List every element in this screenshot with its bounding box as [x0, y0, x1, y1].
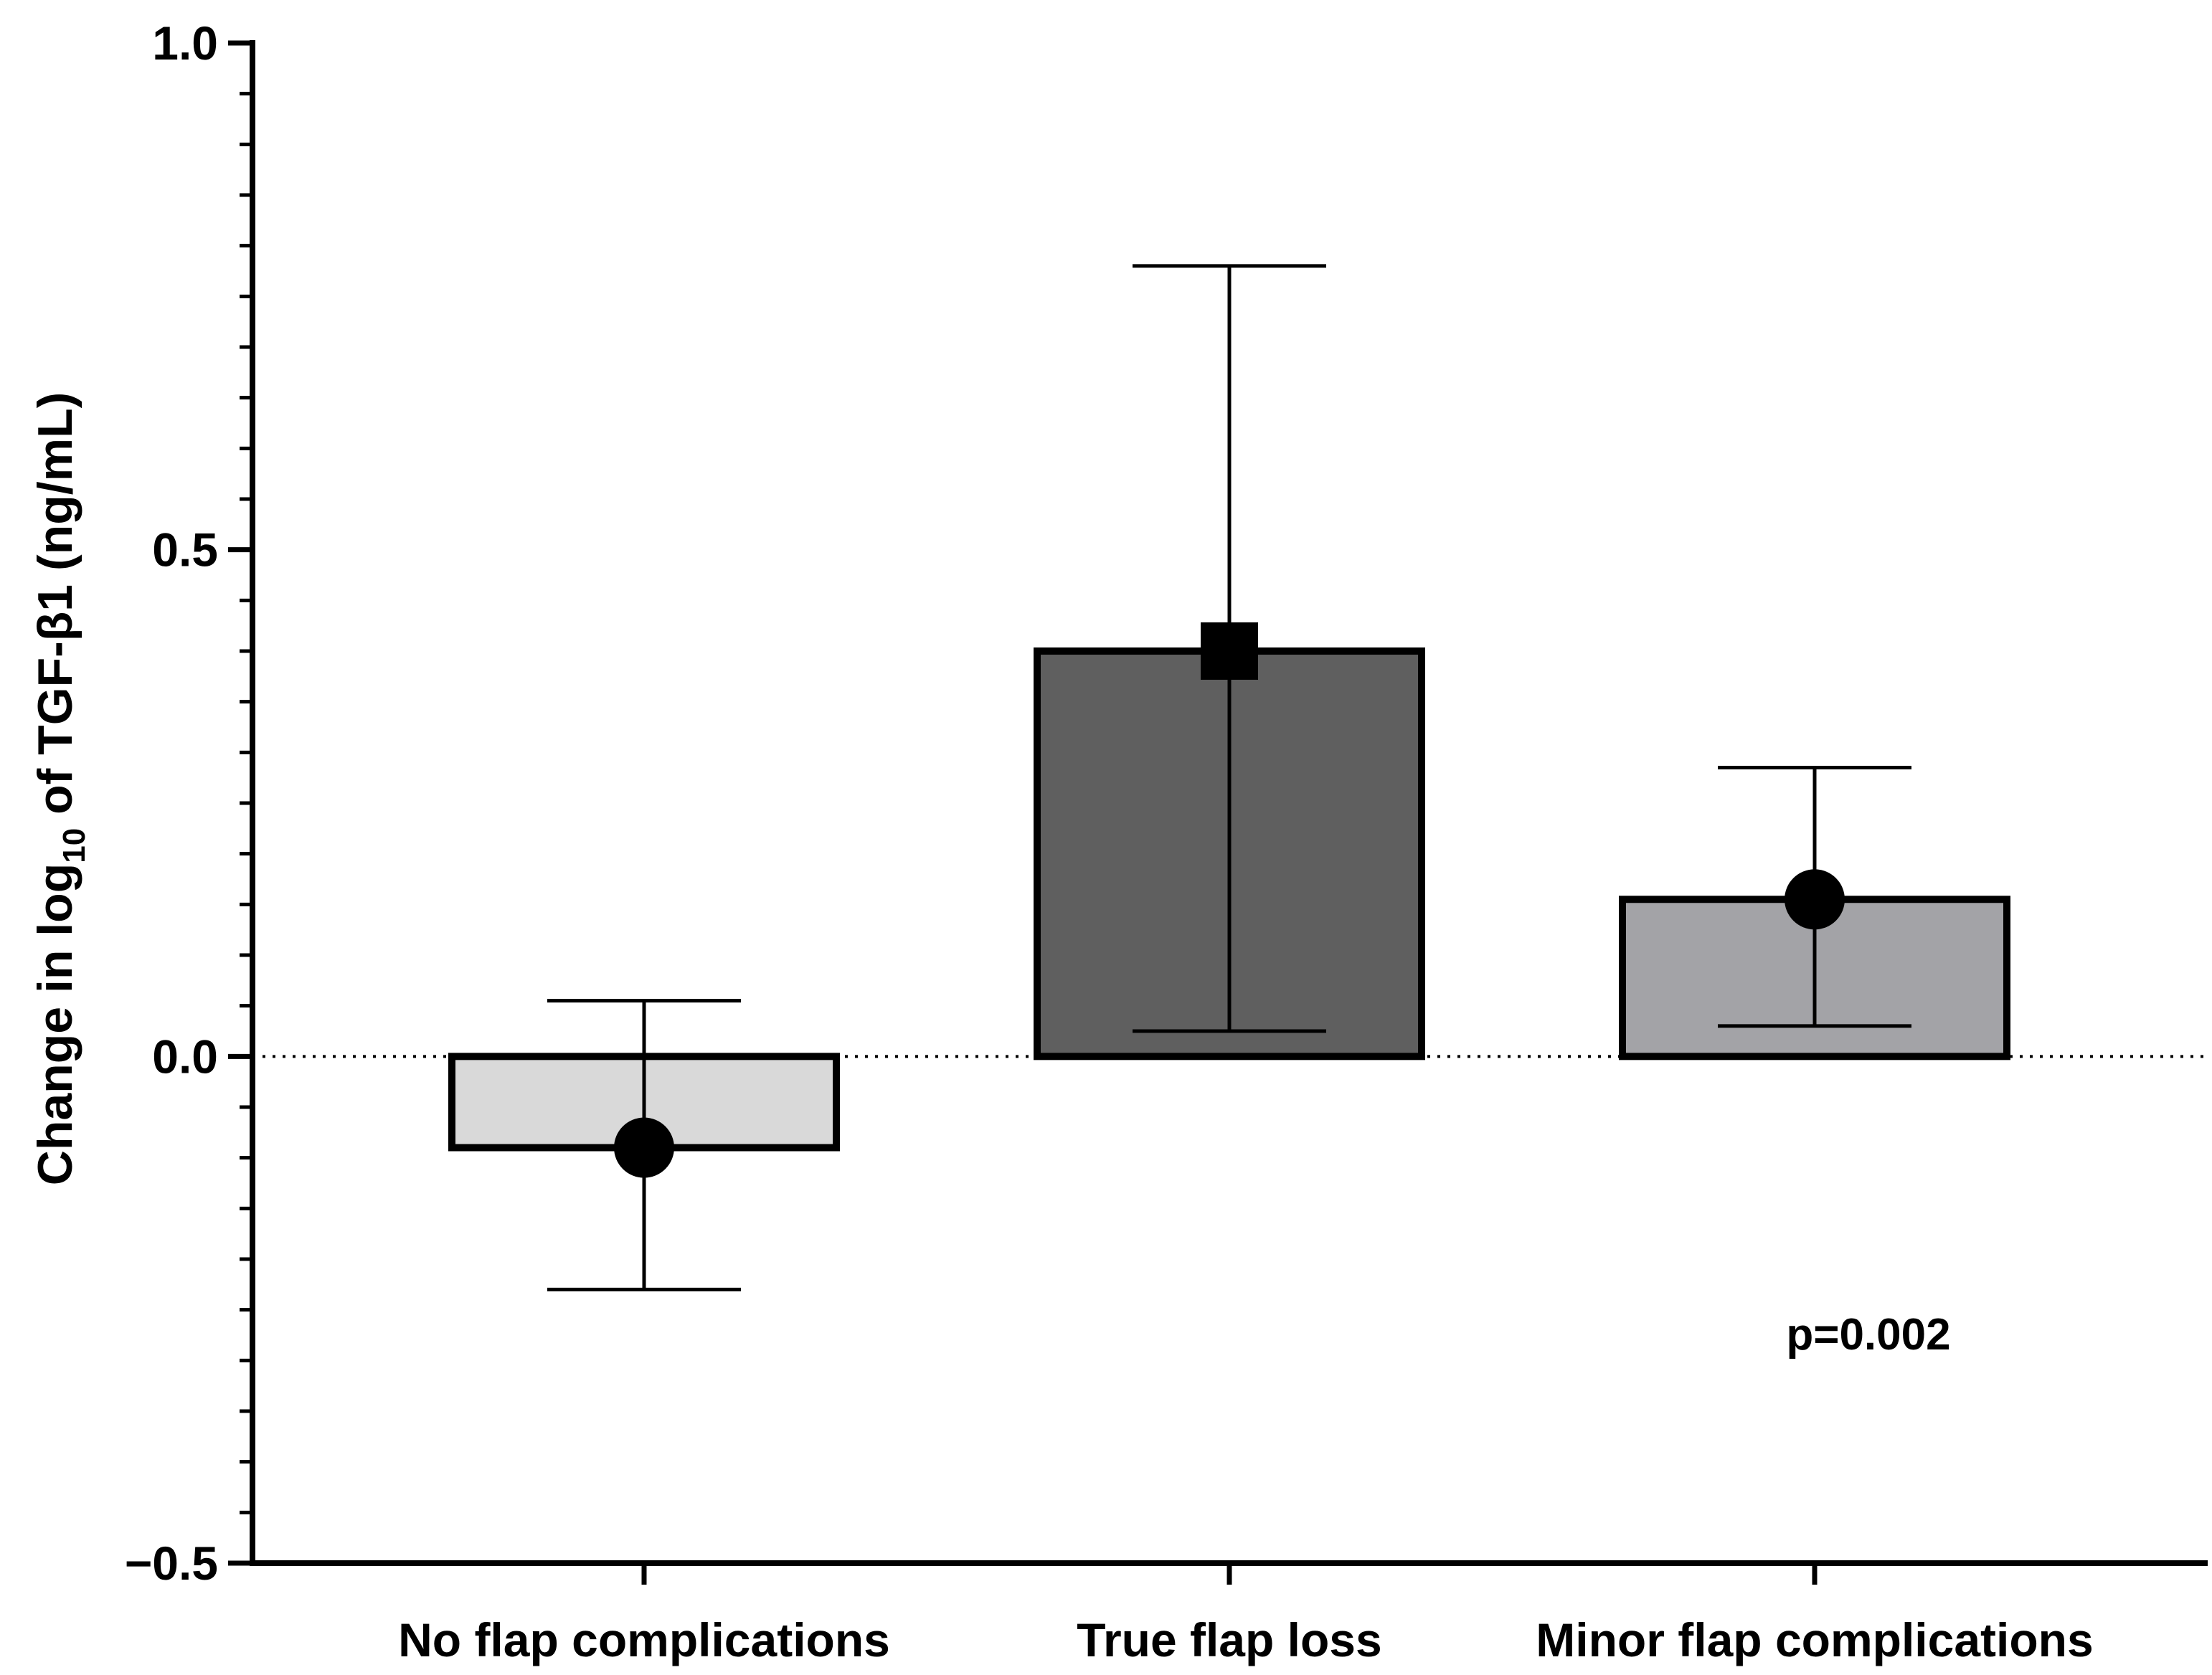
- y-axis-label: Change in log10 of TGF-β1 (ng/mL): [28, 392, 92, 1186]
- labels-group: No flap complications True flap loss Minor…: [125, 16, 2094, 1666]
- markers-group: [614, 622, 1845, 1178]
- y-tick-label-1: −0.5: [125, 1537, 218, 1590]
- x-tick-label-1: No flap complications: [398, 1613, 890, 1666]
- y-axis-label-pre: Change in log: [28, 863, 82, 1186]
- mean-marker-3: [1785, 869, 1845, 930]
- y-tick-label-3: 0.5: [152, 523, 218, 576]
- mean-marker-1: [614, 1117, 674, 1178]
- x-tick-label-3: Minor flap complications: [1536, 1613, 2093, 1666]
- p-value-annotation: p=0.002: [1786, 1310, 1950, 1360]
- axes-group: [228, 40, 2208, 1585]
- y-tick-label-2: 0.0: [152, 1030, 218, 1083]
- y-tick-label-4: 1.0: [152, 16, 218, 70]
- x-tick-label-2: True flap loss: [1077, 1613, 1381, 1666]
- y-axis-label-post: of TGF-β1 (ng/mL): [28, 392, 82, 828]
- mean-marker-2: [1201, 622, 1258, 680]
- y-axis-label-sub: 10: [57, 828, 92, 863]
